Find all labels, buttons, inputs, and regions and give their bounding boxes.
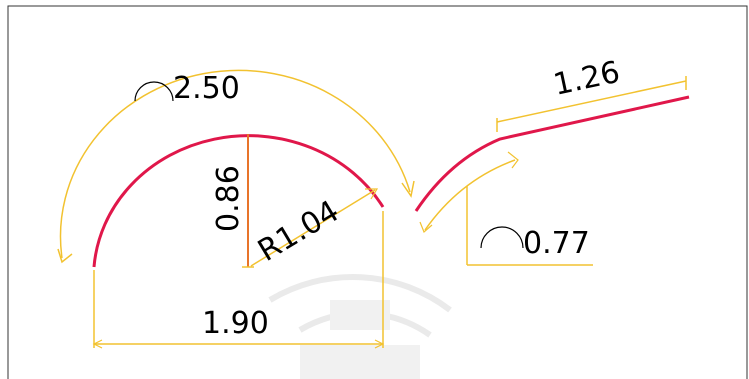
straight-length-dimension-line (496, 80, 687, 123)
arc-length-arrow-start (57, 248, 73, 264)
inner-arc-arrow-end (507, 151, 519, 169)
straight-length-label: 1.26 (550, 55, 623, 103)
arc-length-dimension-line (59, 69, 411, 259)
right-curve (414, 95, 690, 212)
arc-length-symbol-icon-2 (480, 226, 524, 249)
radius-label: R1.04 (252, 194, 345, 269)
university-seal-watermark (268, 274, 452, 379)
height-label: 0.86 (211, 165, 246, 232)
left-arc-length-label: 2.50 (173, 71, 240, 106)
arc-length-arrow-end (401, 180, 415, 198)
right-arc-length-label: 0.77 (523, 226, 590, 261)
chord-arrow-right (374, 339, 385, 349)
chord-label: 1.90 (202, 306, 269, 341)
inner-arc-arrow-start (419, 221, 433, 234)
inner-arc-dimension-line (424, 159, 516, 231)
drawing-frame (7, 5, 748, 379)
radius-arrow (365, 188, 379, 200)
radius-dimension-line (250, 189, 376, 267)
left-arc-curve (92, 134, 385, 268)
chord-arrow-left (92, 339, 103, 349)
arc-length-symbol-icon (134, 81, 174, 102)
